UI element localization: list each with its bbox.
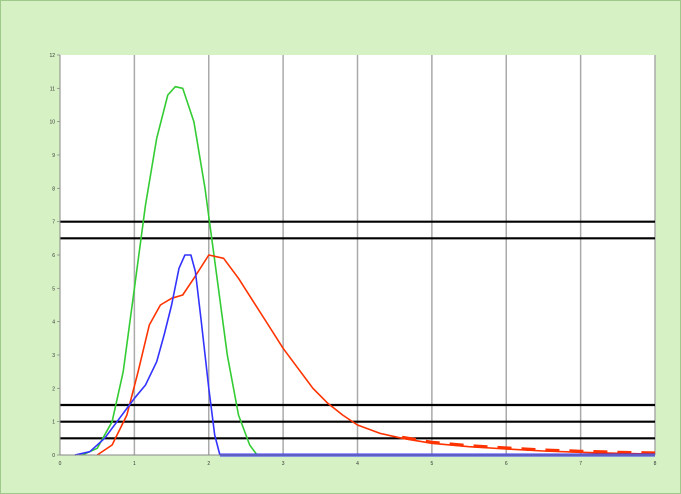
y-tick-label-7: 7 bbox=[52, 220, 55, 226]
y-tick-label-5: 5 bbox=[52, 286, 55, 292]
x-tick-labels: 0 1 2 3 4 5 6 7 8 bbox=[59, 461, 657, 467]
x-tick-label-4: 4 bbox=[356, 461, 359, 467]
y-tick-label-8: 8 bbox=[52, 186, 55, 192]
y-tick-label-1: 1 bbox=[52, 420, 55, 426]
x-tick-label-1: 1 bbox=[133, 461, 136, 467]
series-line-3 bbox=[74, 254, 221, 456]
x-tick-label-8: 8 bbox=[654, 461, 657, 467]
x-tick-label-5: 5 bbox=[430, 461, 433, 467]
y-tick-label-4: 4 bbox=[52, 320, 55, 326]
grid-lines bbox=[133, 55, 656, 455]
y-tick-label-6: 6 bbox=[52, 253, 55, 259]
x-tick-label-7: 7 bbox=[579, 461, 582, 467]
x-tick-label-3: 3 bbox=[282, 461, 285, 467]
y-tick-label-11: 11 bbox=[50, 86, 55, 92]
x-tick-label-6: 6 bbox=[505, 461, 508, 467]
x-tick-label-2: 2 bbox=[207, 461, 210, 467]
y-tick-label-0: 0 bbox=[52, 453, 55, 459]
y-tick-label-12: 12 bbox=[49, 53, 55, 59]
y-tick-label-2: 2 bbox=[52, 386, 55, 392]
y-tick-label-10: 10 bbox=[49, 120, 55, 126]
x-tick-label-0: 0 bbox=[59, 461, 62, 467]
y-tick-label-3: 3 bbox=[52, 353, 55, 359]
reference-lines bbox=[60, 220, 655, 440]
axes bbox=[57, 54, 655, 456]
series-line-2-tail bbox=[401, 435, 656, 455]
series-line-1 bbox=[81, 85, 258, 456]
y-tick-label-9: 9 bbox=[52, 153, 55, 159]
